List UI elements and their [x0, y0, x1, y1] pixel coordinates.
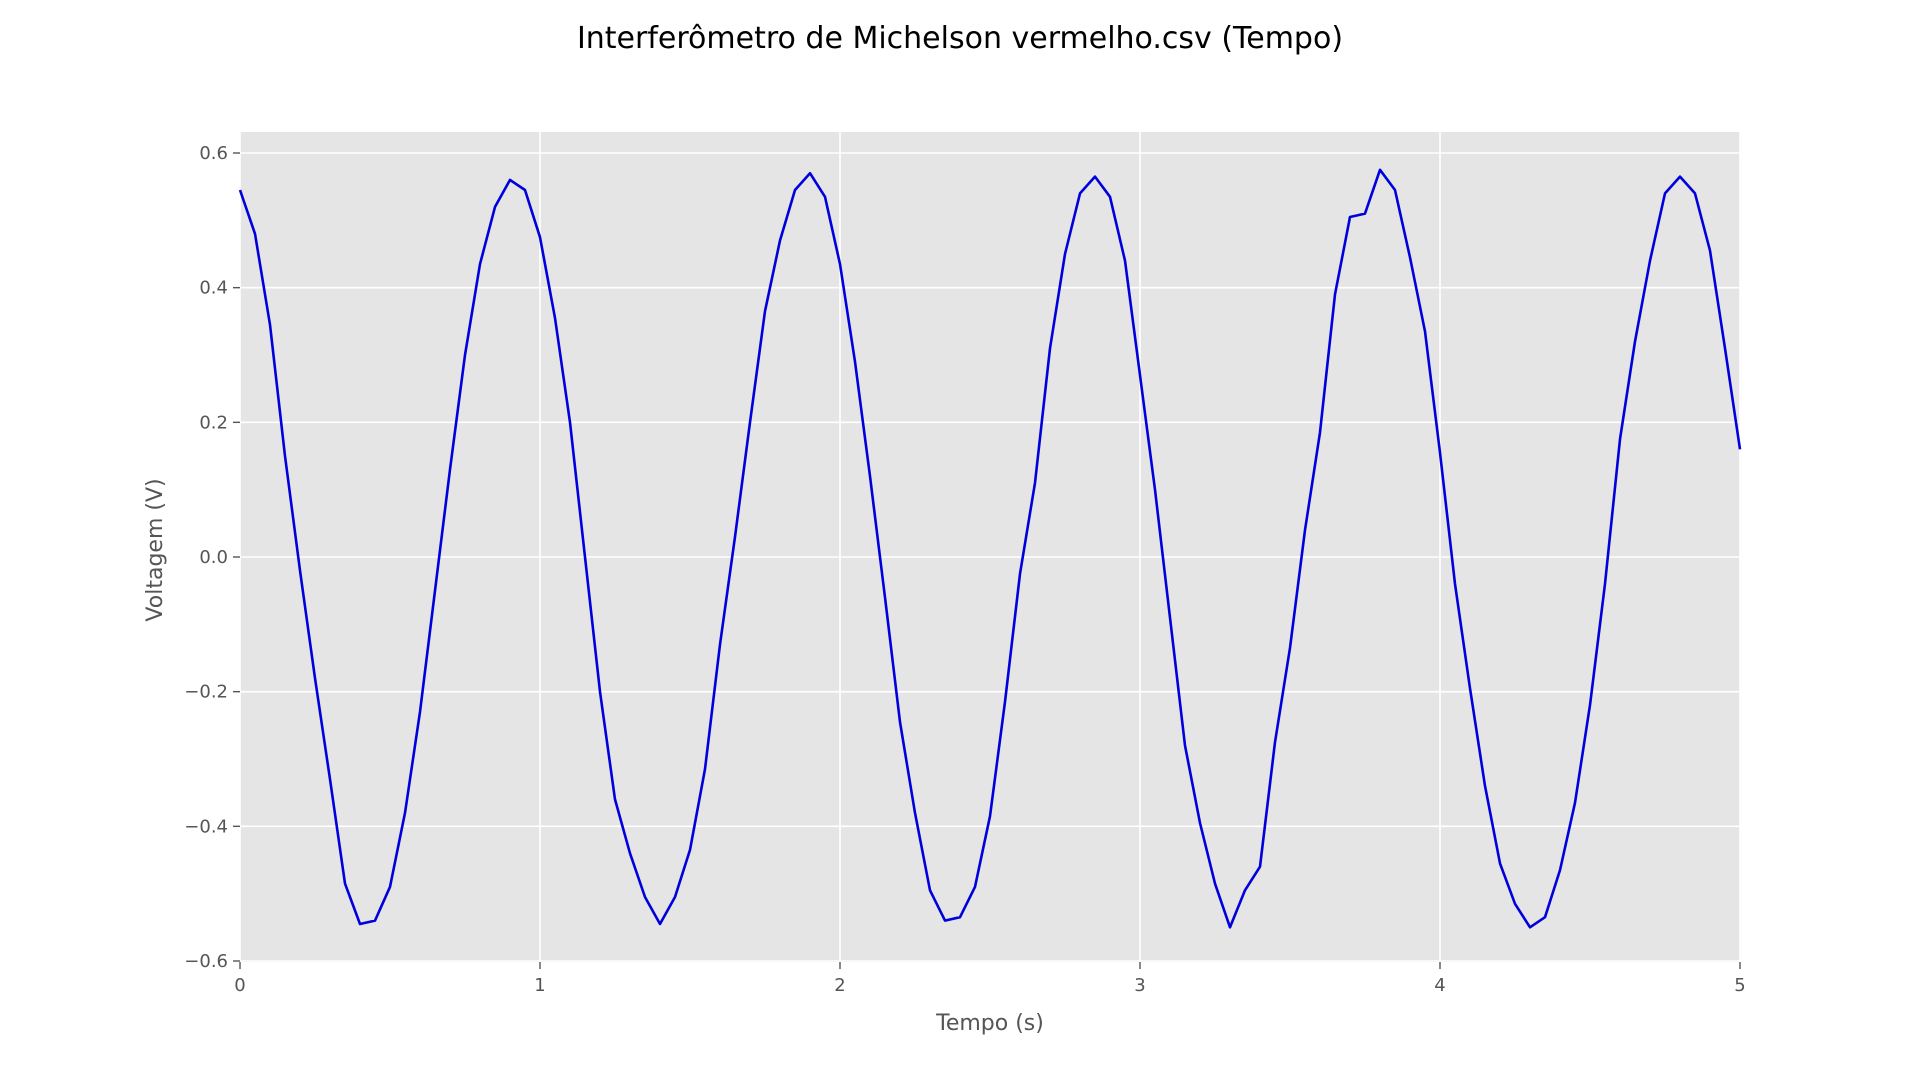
x-tick-label: 1: [534, 975, 545, 996]
y-tick-label: 0.4: [199, 278, 228, 299]
y-tick-label: 0.6: [199, 143, 228, 164]
y-tick-label: 0.0: [199, 547, 228, 568]
axis-ticks: 0 1 2 3 4 5 −0.6 −0.4 −0.2 0.0 0.2 0.4 0.6: [184, 143, 1745, 996]
y-tick-label: 0.2: [199, 412, 228, 433]
y-tick-label: −0.6: [184, 951, 228, 972]
plot-area: [240, 132, 1740, 962]
x-tick-label: 3: [1134, 975, 1145, 996]
x-tick-label: 4: [1434, 975, 1445, 996]
series-line: [238, 168, 1742, 929]
y-tick-label: −0.4: [184, 816, 228, 837]
x-tick-label: 0: [234, 975, 245, 996]
x-tick-label: 2: [834, 975, 845, 996]
y-axis-label: Voltagem (V): [143, 478, 168, 621]
x-axis-label: Tempo (s): [935, 1011, 1044, 1036]
chart-title: Interferômetro de Michelson vermelho.csv…: [577, 21, 1343, 56]
x-tick-label: 5: [1734, 975, 1745, 996]
grid-lines: [239, 132, 1741, 962]
y-tick-label: −0.2: [184, 682, 228, 703]
